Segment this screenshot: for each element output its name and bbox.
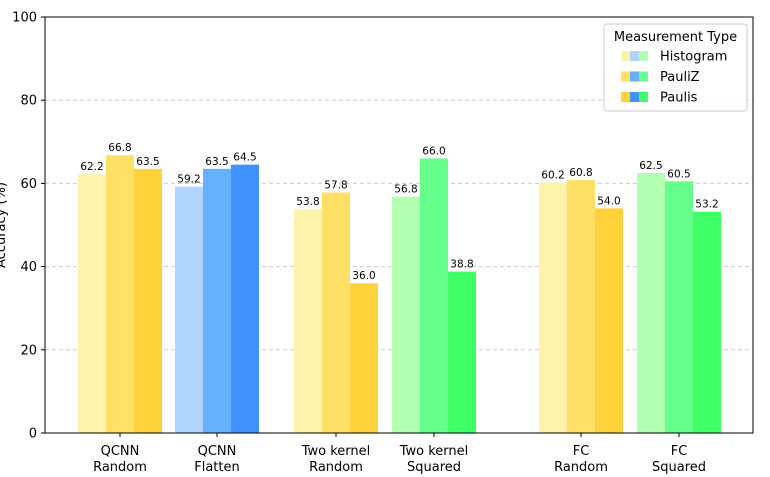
legend-swatch <box>630 92 639 102</box>
x-tick-label: QCNN <box>198 444 237 459</box>
x-tick-label: Squared <box>652 460 706 475</box>
plot-frame <box>44 16 754 434</box>
data-labels: 62.2 66.8 63.5 59.2 63.5 64.5 53.8 57.8 36.0 56.8… <box>80 142 718 282</box>
bar <box>567 180 595 433</box>
data-label: 38.8 <box>450 259 473 271</box>
bar <box>322 192 350 433</box>
legend-entry-label: PauliZ <box>660 70 700 85</box>
x-tick-label: Two kernel <box>301 444 371 459</box>
legend-swatch <box>630 51 639 61</box>
legend-swatch <box>639 92 648 102</box>
y-tick-label: 40 <box>20 260 37 275</box>
legend-swatch <box>621 92 630 102</box>
x-tick-label: Flatten <box>194 460 240 475</box>
data-label: 57.8 <box>324 180 347 192</box>
data-label: 60.2 <box>541 170 564 182</box>
y-tick-label: 60 <box>20 177 37 192</box>
bar <box>175 186 203 433</box>
legend-title: Measurement Type <box>614 30 737 45</box>
data-label: 60.8 <box>569 167 592 179</box>
data-label: 54.0 <box>597 195 620 207</box>
bar <box>448 271 476 433</box>
bar <box>637 173 665 433</box>
data-label: 59.2 <box>177 174 200 186</box>
bar <box>595 208 623 433</box>
data-label: 53.2 <box>695 199 718 211</box>
y-tick-label: 20 <box>20 343 37 358</box>
legend: Measurement Type Histogram PauliZ Paulis <box>603 23 748 112</box>
y-tick-label: 100 <box>12 11 37 26</box>
x-tick-label: Random <box>93 460 147 475</box>
legend-entry-label: Histogram <box>660 50 727 65</box>
bar <box>294 209 322 433</box>
legend-entry-label: Paulis <box>660 91 698 106</box>
bar <box>78 174 106 434</box>
data-label: 62.5 <box>639 160 662 172</box>
data-label: 62.2 <box>80 161 103 173</box>
y-axis-label: Accuracy (%) <box>0 182 9 268</box>
data-label: 63.5 <box>136 156 159 168</box>
legend-swatch <box>639 51 648 61</box>
data-label: 63.5 <box>205 156 228 168</box>
data-label: 66.8 <box>108 142 131 154</box>
x-tick-label: Random <box>309 460 363 475</box>
legend-swatch <box>630 71 639 82</box>
bar <box>665 181 693 433</box>
bar <box>106 155 134 433</box>
data-label: 60.5 <box>667 168 690 180</box>
bar <box>350 283 378 433</box>
legend-swatch <box>621 51 630 61</box>
data-label: 36.0 <box>352 270 375 282</box>
bar <box>203 168 231 433</box>
legend-swatch <box>639 71 648 82</box>
x-tick-label: Squared <box>407 460 461 475</box>
bar <box>420 158 448 433</box>
x-tick-label: Two kernel <box>399 444 469 459</box>
y-tick-label: 0 <box>29 427 37 442</box>
data-label: 56.8 <box>394 184 417 196</box>
y-ticks: 0 20 40 60 80 100 <box>12 11 45 442</box>
legend-box <box>603 23 748 112</box>
bar <box>392 196 420 433</box>
data-label: 53.8 <box>296 196 319 208</box>
x-tick-label: FC <box>671 444 688 459</box>
legend-entries: Histogram PauliZ Paulis <box>621 50 727 106</box>
legend-swatch <box>621 71 630 82</box>
bar <box>134 168 162 433</box>
bar <box>231 164 259 433</box>
bar <box>693 211 721 433</box>
x-tick-label: Random <box>554 460 608 475</box>
x-tick-label: FC <box>573 444 590 459</box>
bars <box>78 155 721 434</box>
data-label: 64.5 <box>233 152 256 164</box>
x-tick-label: QCNN <box>101 444 140 459</box>
bar <box>539 182 567 433</box>
y-tick-label: 80 <box>20 94 37 109</box>
data-label: 66.0 <box>422 145 445 157</box>
